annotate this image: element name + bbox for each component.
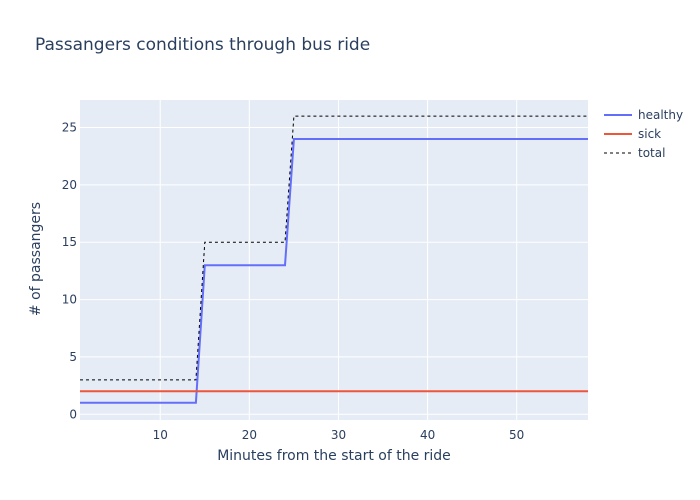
y-tick-label: 5 [69, 350, 77, 364]
y-tick-label: 10 [62, 293, 77, 307]
chart-title: Passangers conditions through bus ride [35, 35, 370, 55]
y-tick-label: 15 [62, 235, 77, 249]
plot-area [80, 100, 588, 420]
legend-item-sick[interactable]: sick [604, 127, 661, 141]
series-line-healthy [80, 138, 588, 404]
legend[interactable]: healthy sick total [604, 108, 683, 160]
legend-label: sick [638, 127, 661, 141]
x-tick-label: 10 [153, 428, 168, 442]
x-tick-label: 50 [509, 428, 524, 442]
x-tick-label: 20 [242, 428, 257, 442]
series-line-total [80, 115, 588, 381]
legend-label: healthy [638, 108, 683, 122]
legend-item-healthy[interactable]: healthy [604, 108, 683, 122]
y-tick-label: 0 [69, 407, 77, 421]
legend-item-total[interactable]: total [604, 146, 665, 160]
y-tick-label: 20 [62, 178, 77, 192]
x-axis-title: Minutes from the start of the ride [217, 448, 451, 464]
x-tick-label: 30 [331, 428, 346, 442]
x-tick-label: 40 [420, 428, 435, 442]
grid [80, 100, 588, 420]
legend-label: total [638, 146, 665, 160]
y-tick-label: 25 [62, 121, 77, 135]
y-axis-title: # of passangers [28, 202, 44, 316]
tick-labels: 10 20 30 40 50 0 5 10 15 20 25 [62, 121, 525, 442]
series-lines [80, 115, 588, 404]
